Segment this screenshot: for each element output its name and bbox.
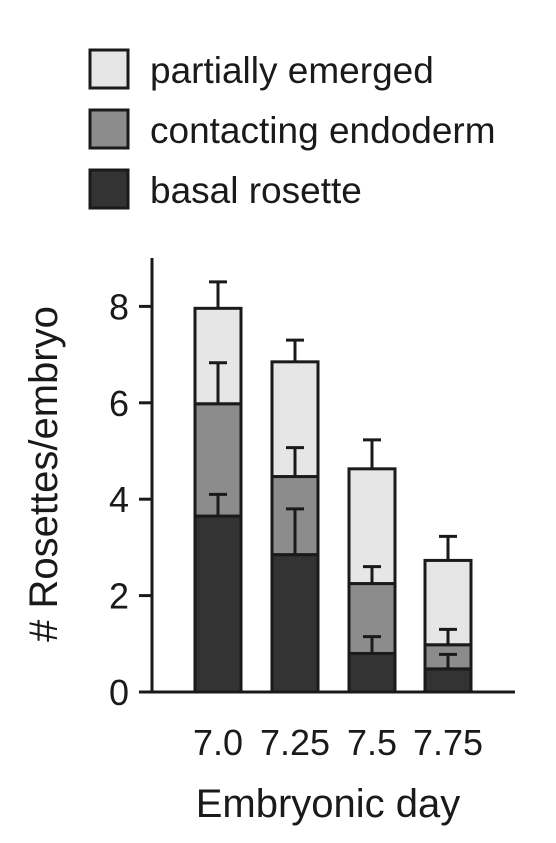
bar-segment-basal-rosette (270, 553, 320, 694)
legend: partially emerged contacting endoderm basa… (88, 48, 496, 211)
y-tick-label: 4 (109, 479, 129, 520)
y-tick-label: 0 (109, 672, 129, 713)
y-ticks: 0 2 4 6 8 (109, 286, 152, 713)
axes (150, 258, 515, 694)
legend-label-basal-rosette: basal rosette (150, 170, 362, 211)
x-ticks: 7.0 7.25 7.5 7.75 (193, 722, 483, 763)
x-tick-label: 7.0 (193, 722, 243, 763)
legend-swatch-basal-rosette (88, 168, 130, 210)
y-tick-label: 6 (109, 383, 129, 424)
bar-segment-partially-emerged (347, 467, 397, 586)
x-tick-label: 7.25 (260, 722, 330, 763)
bar-segment-basal-rosette (347, 651, 397, 694)
y-tick-label: 8 (109, 286, 129, 327)
legend-label-contacting-endoderm: contacting endoderm (150, 110, 496, 151)
legend-swatch-contacting-endoderm (88, 108, 130, 150)
legend-label-partially-emerged: partially emerged (150, 50, 434, 91)
x-tick-label: 7.5 (347, 722, 397, 763)
x-tick-label: 7.75 (413, 722, 483, 763)
bars (193, 306, 473, 694)
x-axis-title: Embryonic day (196, 782, 461, 826)
bar-segment-basal-rosette (193, 514, 243, 694)
bar-segment-basal-rosette (423, 667, 473, 694)
legend-swatch-partially-emerged (88, 48, 130, 90)
error-bars (209, 280, 457, 669)
y-tick-label: 2 (109, 576, 129, 617)
y-axis-title: # Rosettes/embryo (22, 306, 66, 642)
